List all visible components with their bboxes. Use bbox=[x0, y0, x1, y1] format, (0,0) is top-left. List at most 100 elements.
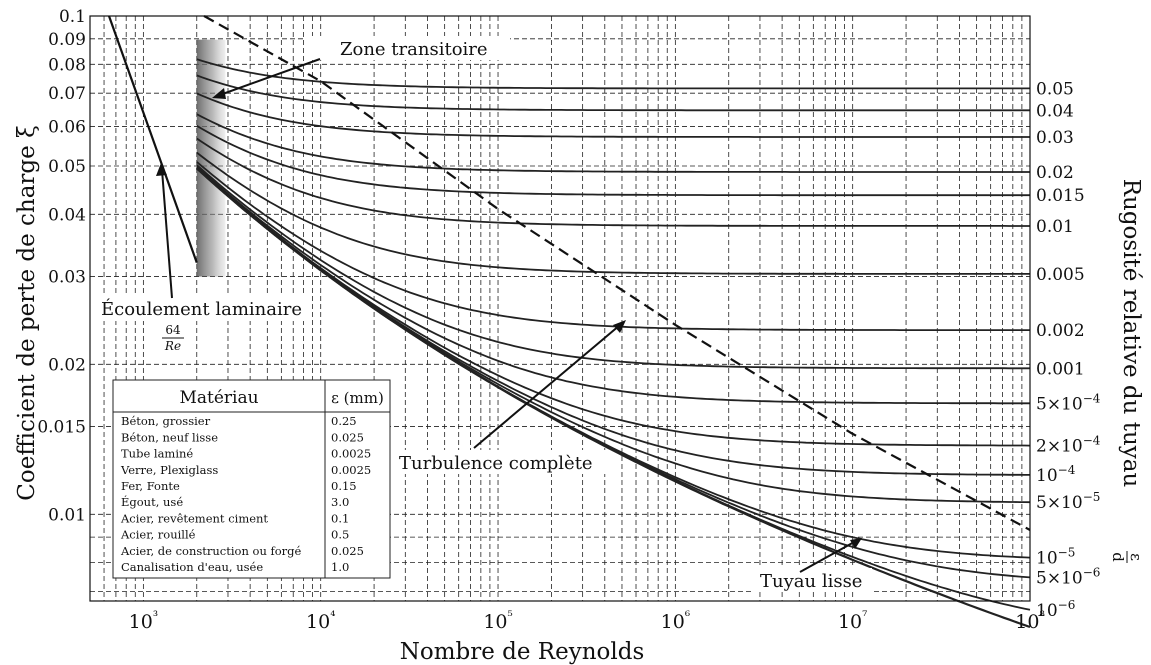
roughness-label: 10−5 bbox=[1036, 546, 1075, 569]
turbulence-complete-label: Turbulence complète bbox=[399, 453, 593, 474]
x-tick-label: 10⁷ bbox=[838, 609, 867, 633]
y-tick-label: 0.1 bbox=[59, 7, 86, 27]
table-cell-material: Tube laminé bbox=[121, 447, 193, 461]
y2-fraction-den: d bbox=[1109, 552, 1127, 562]
roughness-label: 2×10−4 bbox=[1036, 434, 1101, 457]
material-table: Matériau ε (mm) Béton, grossier 0.25 Béton, … bbox=[112, 379, 391, 579]
boundary-line bbox=[203, 15, 1031, 531]
laminar-formula-num: 64 bbox=[165, 323, 181, 337]
tuyau-lisse-bg bbox=[754, 568, 872, 592]
y-axis-ticks: 0.1 0.09 0.08 0.07 0.06 0.05 0.04 0.03 0.02 0.015… bbox=[37, 7, 86, 525]
table-cell-epsilon: 3.0 bbox=[331, 495, 349, 509]
table-cell-material: Béton, grossier bbox=[121, 414, 211, 428]
y-tick-label: 0.05 bbox=[48, 157, 86, 177]
roughness-curve bbox=[196, 113, 1030, 173]
roughness-curve bbox=[196, 74, 1030, 112]
y-tick-label: 0.01 bbox=[48, 505, 86, 525]
roughness-curve bbox=[196, 151, 1030, 275]
x-tick-label: 10⁴ bbox=[306, 609, 335, 633]
tuyau-lisse-label: Tuyau lisse bbox=[760, 571, 862, 592]
roughness-label: 0.001 bbox=[1036, 359, 1085, 379]
y-tick-label: 0.07 bbox=[48, 84, 86, 104]
table-cell-epsilon: 0.1 bbox=[331, 511, 349, 525]
table-cell-epsilon: 0.15 bbox=[331, 479, 357, 493]
turbulence-arrowhead bbox=[613, 320, 626, 333]
roughness-label: 0.02 bbox=[1036, 163, 1074, 183]
table-cell-epsilon: 0.25 bbox=[331, 414, 357, 428]
y2-axis-title-text: Rugosité relative du tuyau bbox=[1118, 179, 1144, 488]
roughness-curve bbox=[196, 161, 1030, 332]
table-cell-material: Égout, usé bbox=[121, 495, 183, 509]
roughness-label: 0.01 bbox=[1036, 217, 1074, 237]
roughness-curve bbox=[196, 167, 1031, 629]
complete-turbulence-boundary bbox=[203, 15, 1031, 531]
roughness-label: 0.03 bbox=[1036, 128, 1074, 148]
table-frame bbox=[112, 379, 391, 579]
table-cell-material: Acier, revêtement ciment bbox=[120, 511, 268, 525]
zone-transitoire-arrow bbox=[216, 58, 321, 97]
roughness-label: 5×10−5 bbox=[1036, 490, 1100, 513]
table-cell-material: Canalisation d'eau, usée bbox=[121, 560, 263, 574]
y-tick-label: 0.09 bbox=[48, 30, 86, 50]
roughness-curve bbox=[196, 166, 1030, 405]
y-tick-label: 0.04 bbox=[48, 205, 86, 225]
roughness-label: 5×10−4 bbox=[1036, 391, 1101, 414]
transition-zone bbox=[196, 39, 226, 277]
roughness-label: 10−6 bbox=[1036, 598, 1075, 621]
table-cell-epsilon: 0.025 bbox=[331, 544, 364, 558]
x-axis-ticks: 10³ 10⁴ 10⁵ 10⁶ 10⁷ 10⁸ bbox=[129, 609, 1045, 633]
table-cell-epsilon: 0.025 bbox=[331, 430, 364, 444]
roughness-label: 0.05 bbox=[1036, 79, 1074, 99]
turbulence-bg bbox=[395, 450, 607, 474]
roughness-label: 5×10−6 bbox=[1036, 565, 1100, 588]
plot-frame bbox=[89, 15, 1031, 602]
x-tick-label: 10⁵ bbox=[483, 609, 512, 633]
table-cell-material: Acier, rouillé bbox=[120, 528, 196, 542]
roughness-label: 0.04 bbox=[1036, 101, 1074, 121]
y-tick-label: 0.015 bbox=[37, 418, 86, 438]
y2-axis-title: Rugosité relative du tuyau ε d bbox=[1109, 179, 1145, 563]
table-header-epsilon: ε (mm) bbox=[331, 389, 384, 407]
tuyau-lisse-arrowhead bbox=[850, 538, 862, 549]
table-cell-material: Acier, de construction ou forgé bbox=[120, 544, 302, 558]
curves bbox=[107, 15, 1031, 629]
annotations: Zone transitoire Écoulement laminaire 64… bbox=[98, 36, 872, 592]
zone-transitoire-arrowhead bbox=[212, 88, 226, 99]
table-cell-epsilon: 0.0025 bbox=[331, 447, 371, 461]
y-tick-label: 0.03 bbox=[48, 268, 86, 288]
transition-zone-band bbox=[196, 39, 226, 277]
table-cell-material: Béton, neuf lisse bbox=[121, 430, 218, 444]
laminar-line bbox=[107, 15, 198, 263]
laminaire-arrowhead bbox=[156, 163, 167, 176]
y-tick-label: 0.06 bbox=[48, 118, 86, 138]
table-cell-material: Verre, Plexiglass bbox=[120, 463, 218, 477]
roughness-curve bbox=[196, 167, 1031, 447]
laminar-formula-den: Re bbox=[164, 339, 181, 353]
laminaire-arrow bbox=[161, 169, 173, 299]
table-cell-material: Fer, Fonte bbox=[121, 479, 180, 493]
roughness-label: 0.015 bbox=[1036, 186, 1085, 206]
roughness-labels: 0.050.04 0.03 0.02 0.015 0.01 0.005 0.002 0.001… bbox=[1036, 79, 1101, 620]
tuyau-lisse-arrow bbox=[799, 540, 857, 573]
table-header-material: Matériau bbox=[179, 388, 258, 408]
roughness-curve bbox=[196, 125, 1030, 197]
y-axis-title: Coefficient de perte de charge ξ bbox=[14, 125, 40, 500]
roughness-label: 0.002 bbox=[1036, 321, 1085, 341]
roughness-curve bbox=[196, 92, 1030, 138]
table-cell-epsilon: 0.0025 bbox=[331, 463, 371, 477]
roughness-curve bbox=[196, 137, 1030, 227]
x-tick-label: 10³ bbox=[129, 609, 158, 633]
roughness-label: 0.005 bbox=[1036, 265, 1085, 285]
y-tick-label: 0.08 bbox=[48, 55, 86, 75]
roughness-curve bbox=[196, 164, 1030, 370]
table-cell-epsilon: 0.5 bbox=[331, 528, 349, 542]
y-tick-label: 0.02 bbox=[48, 355, 86, 375]
x-axis-title: Nombre de Reynolds bbox=[400, 639, 645, 665]
turbulence-arrow bbox=[473, 324, 621, 449]
y2-fraction-num: ε bbox=[1127, 553, 1145, 561]
x-tick-label: 10⁶ bbox=[661, 609, 690, 633]
table-cell-epsilon: 1.0 bbox=[331, 560, 349, 574]
roughness-curve bbox=[196, 58, 1030, 90]
zone-transitoire-label: Zone transitoire bbox=[340, 39, 488, 60]
